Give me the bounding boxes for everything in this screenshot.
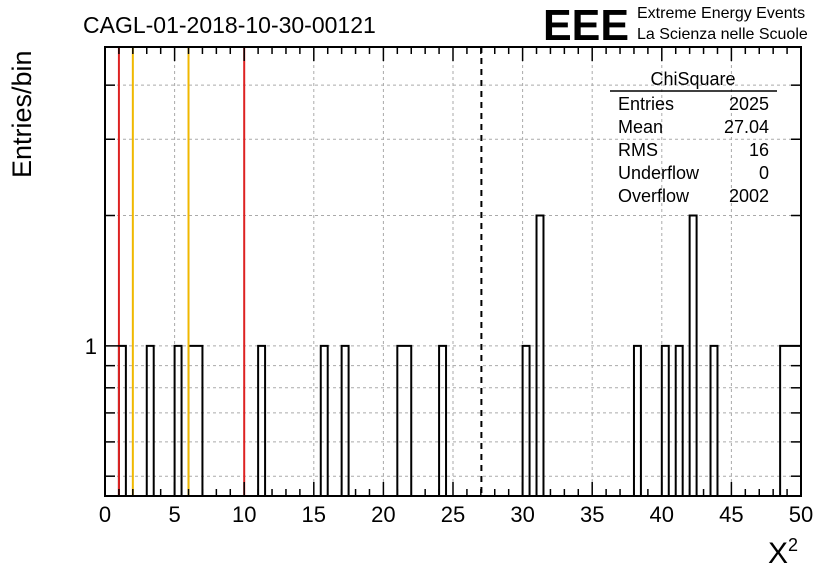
stats-value-entries: 2025 <box>729 94 769 114</box>
histogram-bin <box>787 346 794 496</box>
histogram-bin <box>342 346 349 496</box>
stats-box: ChiSquare Entries 2025 Mean 27.04 RMS 16… <box>610 69 777 206</box>
y-axis-label: Entries/bin <box>7 50 37 178</box>
x-tick-label: 15 <box>302 502 326 527</box>
eee-logo-line1: Extreme Energy Events <box>637 5 805 22</box>
x-tick-label: 30 <box>510 502 534 527</box>
stats-label-rms: RMS <box>618 140 658 160</box>
histogram-bin <box>634 346 641 496</box>
grid <box>105 47 801 496</box>
histogram-bin <box>676 346 683 496</box>
reference-lines <box>117 47 483 496</box>
x-tick-label: 0 <box>99 502 111 527</box>
histogram-bin <box>189 346 196 496</box>
axes: 0 5 10 15 20 25 30 35 40 45 501 <box>85 46 813 527</box>
chart-title: CAGL-01-2018-10-30-00121 <box>83 12 376 38</box>
x-axis-label-main: X <box>768 537 788 570</box>
x-tick-label: 10 <box>232 502 256 527</box>
histogram-bin <box>439 346 446 496</box>
x-tick-label: 25 <box>441 502 465 527</box>
stats-value-mean: 27.04 <box>724 117 769 137</box>
histogram-bin <box>404 346 411 496</box>
stats-label-underflow: Underflow <box>618 163 700 183</box>
histogram-bin <box>195 346 202 496</box>
x-tick-label: 40 <box>650 502 674 527</box>
eee-logo-line2: La Scienza nelle Scuole <box>637 26 808 43</box>
eee-logo: EEE Extreme Energy Events La Scienza nel… <box>543 1 808 50</box>
x-axis-label-sup: 2 <box>788 535 798 555</box>
histogram-bin <box>175 346 182 496</box>
x-tick-label: 50 <box>789 502 813 527</box>
x-tick-label: 20 <box>371 502 395 527</box>
histogram-bin <box>711 346 718 496</box>
y-tick-label: 1 <box>85 334 97 359</box>
x-axis-label: X2 <box>768 535 798 570</box>
x-tick-label: 35 <box>580 502 604 527</box>
stats-label-mean: Mean <box>618 117 663 137</box>
histogram-bin <box>147 346 154 496</box>
stats-label-overflow: Overflow <box>618 186 690 206</box>
x-tick-label: 45 <box>719 502 743 527</box>
histogram-bin <box>258 346 265 496</box>
eee-logo-mark: EEE <box>543 1 629 50</box>
histogram-bin <box>537 216 544 496</box>
histogram-bin <box>794 346 801 496</box>
stats-label-entries: Entries <box>618 94 674 114</box>
x-tick-label: 5 <box>168 502 180 527</box>
stats-value-overflow: 2002 <box>729 186 769 206</box>
histogram-bin <box>690 216 697 496</box>
stats-value-underflow: 0 <box>759 163 769 183</box>
histogram-bin <box>119 346 126 496</box>
stats-value-rms: 16 <box>749 140 769 160</box>
histogram-bin <box>662 346 669 496</box>
stats-title: ChiSquare <box>650 69 735 89</box>
histogram-bin <box>397 346 404 496</box>
histogram-bin <box>780 346 787 496</box>
histogram-bin <box>523 346 530 496</box>
histogram-bin <box>321 346 328 496</box>
